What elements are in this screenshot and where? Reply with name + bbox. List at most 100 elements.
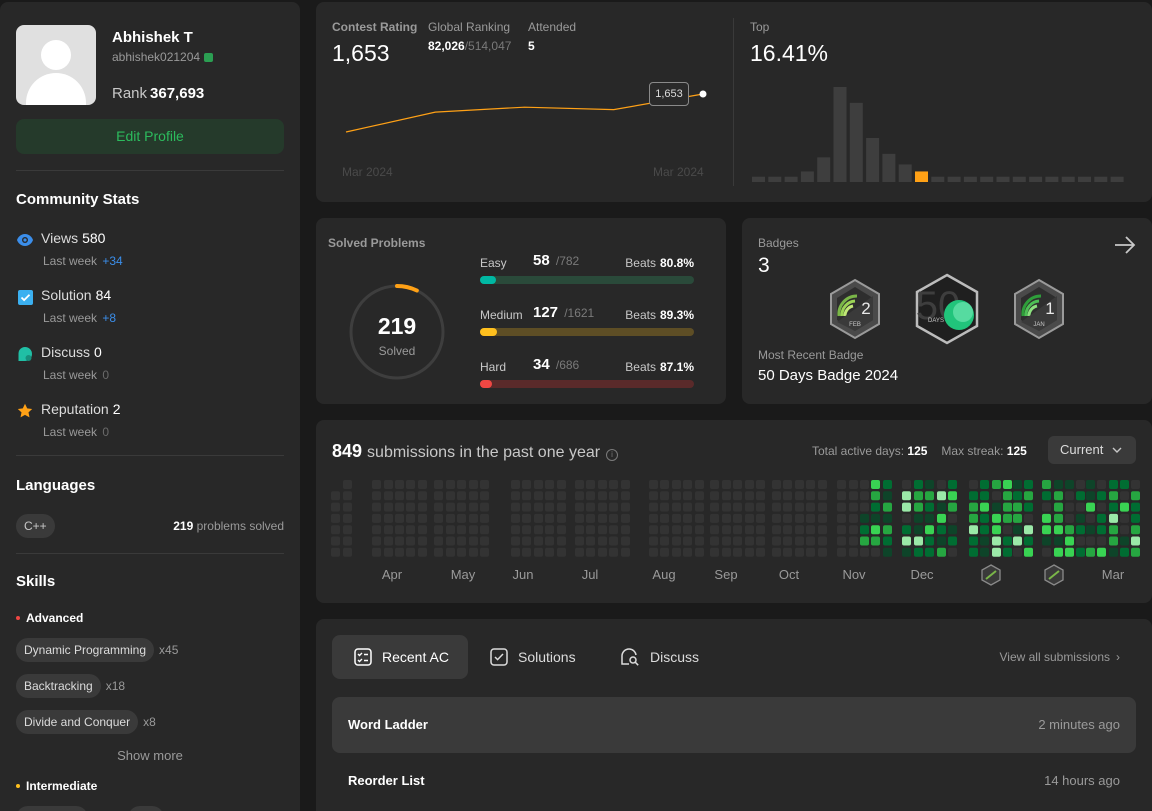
heatmap-day: [969, 502, 978, 512]
skill-chip[interactable]: [16, 806, 88, 811]
heatmap-day: [598, 513, 607, 523]
heatmap-day: [434, 513, 443, 523]
avatar[interactable]: [16, 25, 96, 105]
heatmap-day: [609, 502, 618, 512]
heatmap-day: [621, 525, 630, 535]
difficulty-progress-fill: [480, 380, 492, 388]
language-chip-cpp[interactable]: C++: [16, 514, 55, 538]
heatmap-day: [545, 547, 554, 557]
badges-card: Badges 3 2 FEB 50 DAYS 1 JAN Most Recent…: [742, 218, 1152, 404]
divider: [16, 553, 284, 554]
50-days-badge-icon[interactable]: 50 DAYS: [914, 273, 980, 345]
heatmap-day: [1065, 536, 1074, 546]
heatmap-day: [837, 525, 846, 535]
heatmap-day: [937, 547, 946, 557]
most-recent-badge-label: Most Recent Badge: [758, 348, 864, 362]
heatmap-day: [772, 547, 781, 557]
rating-distribution-chart[interactable]: [734, 2, 1134, 202]
rating-tooltip: 1,653: [649, 82, 689, 106]
heatmap-day: [1131, 491, 1140, 501]
heatmap-day: [902, 536, 911, 546]
heatmap-day: [902, 480, 911, 489]
heatmap-day: [609, 547, 618, 557]
heatmap-day: [586, 502, 595, 512]
heatmap-day: [695, 513, 704, 523]
feb-badge-icon[interactable]: 2 FEB: [828, 278, 882, 340]
heatmap-day: [434, 480, 443, 489]
distribution-bar: [915, 171, 928, 182]
skill-chip[interactable]: Backtracking: [16, 674, 101, 698]
heatmap-day: [710, 513, 719, 523]
heatmap-day: [937, 491, 946, 501]
heatmap-day: [434, 502, 443, 512]
show-more-link[interactable]: Show more: [117, 748, 183, 763]
heatmap-day: [871, 536, 880, 546]
heatmap-day: [1013, 491, 1022, 501]
heatmap-day: [1042, 547, 1051, 557]
skills-title: Skills: [16, 573, 56, 590]
heatmap-day: [695, 491, 704, 501]
contest-rating-label: Contest Rating: [332, 20, 418, 34]
heatmap-day: [672, 502, 681, 512]
user-rank: Rank 367,693: [112, 85, 205, 102]
heatmap-day: [756, 502, 765, 512]
heatmap-day: [557, 491, 566, 501]
jan-badge-icon[interactable]: 1 JAN: [1012, 278, 1066, 340]
language-solved-count: 219 problems solved: [173, 519, 284, 533]
submission-heatmap-card: 849 submissions in the past one year i Tot…: [316, 420, 1152, 603]
contest-rating-card: Contest Rating 1,653 Global Ranking 82,0…: [316, 2, 1152, 202]
solved-progress-ring[interactable]: [327, 262, 467, 402]
heatmap-day: [818, 547, 827, 557]
skill-chip[interactable]: Divide and Conquer: [16, 710, 139, 734]
edit-profile-button[interactable]: Edit Profile: [16, 119, 284, 154]
tab-solutions[interactable]: Solutions: [490, 635, 576, 679]
info-icon[interactable]: i: [606, 449, 619, 461]
heatmap-month-label: Sep: [714, 567, 737, 582]
heatmap-day: [469, 502, 478, 512]
heatmap-day: [534, 547, 543, 557]
arrow-right-icon[interactable]: [1114, 236, 1136, 254]
skill-chip[interactable]: Dynamic Programming: [16, 638, 155, 662]
eye-icon: [16, 231, 34, 249]
skill-count: x18: [105, 679, 126, 693]
heatmap-day: [925, 547, 934, 557]
heatmap-day: [545, 491, 554, 501]
heatmap-day: [1086, 525, 1095, 535]
skill-chip[interactable]: [128, 806, 164, 811]
heatmap-day: [772, 491, 781, 501]
heatmap-day: [733, 547, 742, 557]
heatmap-day: [980, 536, 989, 546]
heatmap-day: [1054, 502, 1063, 512]
heatmap-day: [992, 513, 1001, 523]
heatmap-day: [1003, 525, 1012, 535]
heatmap-day: [722, 513, 731, 523]
heatmap-month-label: Dec: [910, 567, 934, 582]
heatmap-day: [1120, 480, 1129, 489]
tab-recent-ac[interactable]: Recent AC: [332, 635, 468, 679]
heatmap-day: [406, 547, 415, 557]
heatmap-day: [1109, 502, 1118, 512]
rating-history-chart[interactable]: [316, 2, 726, 202]
heatmap-day: [395, 502, 404, 512]
submission-row[interactable]: Reorder List 14 hours ago: [332, 753, 1136, 809]
year-selector[interactable]: Current: [1048, 436, 1136, 464]
heatmap-day: [660, 491, 669, 501]
heatmap-day: [1013, 513, 1022, 523]
heatmap-day: [695, 547, 704, 557]
heatmap-day: [948, 536, 957, 546]
submission-heatmap[interactable]: Apr May Jun Jul Aug Sep Oct Nov Dec Mar: [316, 420, 1152, 603]
solved-problems-title: Solved Problems: [328, 236, 426, 250]
heatmap-day: [795, 525, 804, 535]
heatmap-day: [649, 480, 658, 489]
heatmap-day: [1065, 513, 1074, 523]
heatmap-day: [795, 547, 804, 557]
attended-value: 5: [528, 39, 535, 53]
heatmap-day: [1076, 525, 1085, 535]
heatmap-day: [948, 547, 957, 557]
submission-row[interactable]: Word Ladder 2 minutes ago: [332, 697, 1136, 753]
heatmap-day: [1086, 491, 1095, 501]
submission-title: Reorder List: [348, 773, 425, 788]
view-all-submissions-link[interactable]: View all submissions ›: [999, 650, 1121, 664]
tab-discuss[interactable]: Discuss: [620, 635, 699, 679]
heatmap-day: [446, 491, 455, 501]
